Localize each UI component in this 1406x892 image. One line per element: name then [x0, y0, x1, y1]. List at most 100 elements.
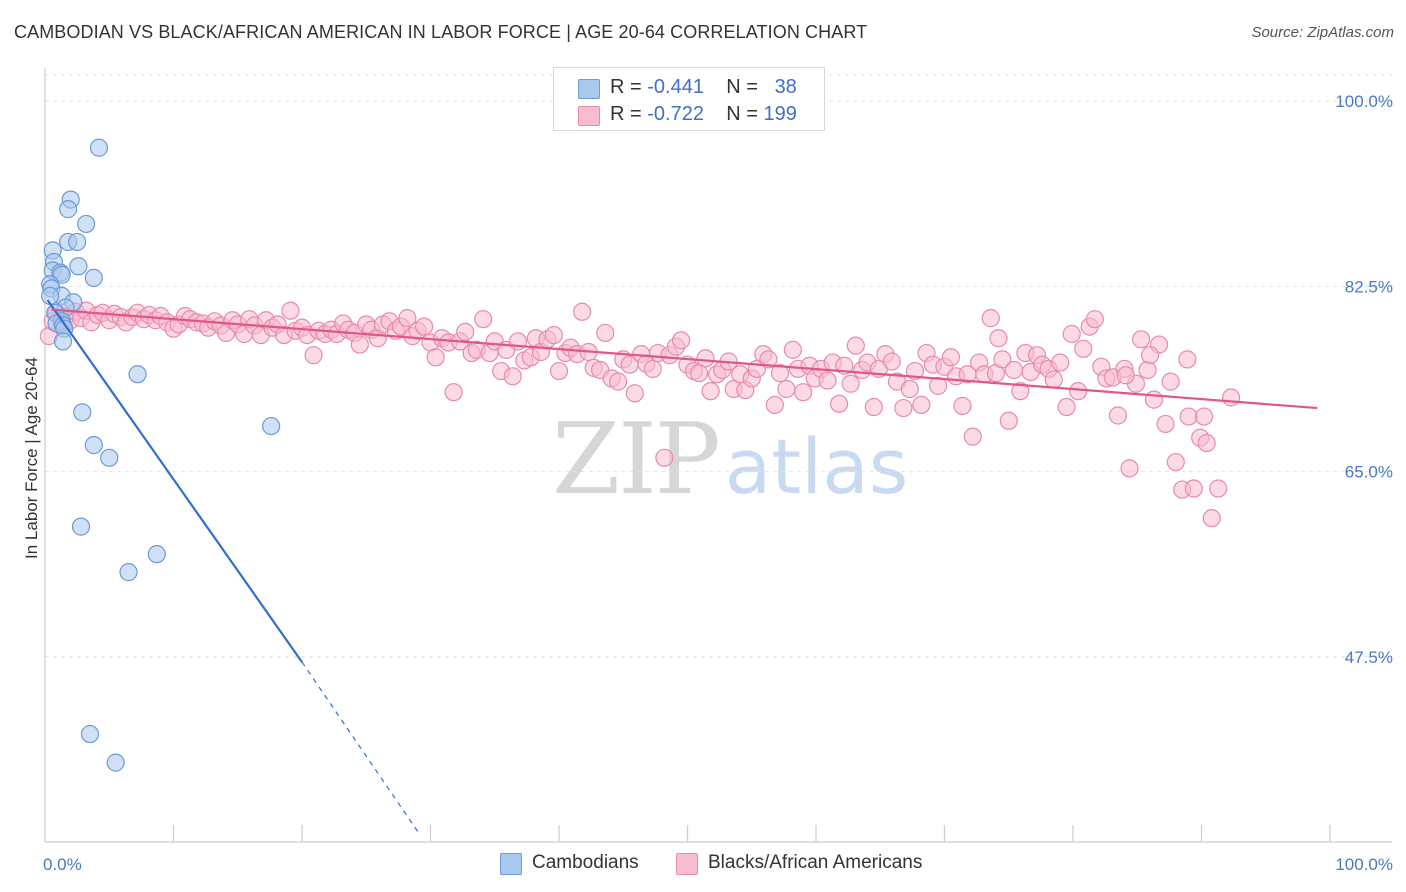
- data-point: [696, 349, 715, 368]
- data-point: [426, 348, 445, 367]
- data-point: [1069, 382, 1088, 401]
- legend-swatch-cambodians: [578, 79, 600, 99]
- data-point: [596, 323, 615, 343]
- series-blacks-african-americans: [39, 301, 1241, 528]
- data-point: [1132, 330, 1151, 349]
- legend-label-cambodians: Cambodians: [532, 852, 639, 873]
- data-point: [119, 563, 138, 582]
- data-point: [759, 350, 778, 369]
- y-axis-label: In Labor Force | Age 20-64: [22, 357, 41, 559]
- correlation-legend: R = -0.441 N = 38 R = -0.722 N = 199: [553, 67, 825, 131]
- data-point: [941, 348, 961, 367]
- data-point: [912, 395, 931, 415]
- data-point: [1156, 414, 1175, 434]
- data-point: [68, 232, 87, 252]
- legend-n-label: N =: [726, 103, 758, 125]
- data-point: [1051, 353, 1070, 372]
- data-point: [1144, 390, 1164, 409]
- data-point: [71, 517, 91, 536]
- data-point: [882, 352, 901, 371]
- data-point: [1161, 372, 1180, 391]
- trend-line-cambodians: [46, 299, 303, 663]
- data-point: [147, 545, 166, 564]
- data-point: [928, 376, 948, 395]
- data-point: [643, 359, 662, 379]
- legend-swatch-cambodians: [500, 853, 522, 875]
- data-point: [1108, 406, 1128, 425]
- data-point: [783, 340, 802, 359]
- trend-line-cambodians-extension: [301, 661, 419, 832]
- legend-label-blacks: Blacks/African Americans: [708, 852, 923, 873]
- tick-labels: 100.0% 82.5% 65.0% 47.5% 0.0% 100.0%: [43, 92, 1393, 874]
- data-point: [953, 396, 972, 416]
- data-point: [444, 383, 463, 402]
- data-point: [671, 331, 691, 350]
- data-point: [128, 365, 147, 384]
- y-tick-label: 65.0%: [1345, 463, 1393, 482]
- data-point: [106, 753, 125, 772]
- y-tick-label: 47.5%: [1345, 648, 1393, 667]
- y-tick-label: 82.5%: [1345, 277, 1393, 296]
- trend-lines: [46, 299, 1318, 832]
- x-tick-label-max: 100.0%: [1335, 855, 1393, 874]
- chart-title: CAMBODIAN VS BLACK/AFRICAN AMERICAN IN L…: [14, 22, 868, 42]
- data-point: [1221, 388, 1241, 407]
- data-point: [993, 350, 1012, 369]
- data-point: [1184, 479, 1203, 498]
- data-point: [59, 200, 78, 219]
- legend-r-value: -0.722: [647, 103, 704, 125]
- data-point: [765, 395, 784, 415]
- data-point: [841, 374, 860, 393]
- legend-n-value: 199: [763, 103, 797, 125]
- data-point: [41, 286, 60, 305]
- data-point: [456, 322, 475, 341]
- data-point: [73, 403, 92, 422]
- data-point: [80, 724, 100, 744]
- y-tick-label: 100.0%: [1335, 92, 1393, 111]
- series-legend: Cambodians Blacks/African Americans: [0, 851, 1406, 881]
- x-tick-label-min: 0.0%: [43, 855, 82, 874]
- data-point: [281, 301, 300, 320]
- data-point: [770, 364, 790, 383]
- data-point: [69, 257, 88, 276]
- data-point: [846, 336, 865, 355]
- data-point: [1202, 509, 1221, 528]
- data-point: [549, 361, 569, 381]
- data-point: [414, 317, 434, 336]
- data-point: [981, 309, 1000, 328]
- data-point: [1166, 452, 1185, 472]
- data-point: [53, 332, 73, 351]
- series-cambodians: [41, 138, 281, 772]
- data-point: [350, 335, 369, 354]
- axes: [44, 68, 1392, 843]
- data-point: [905, 361, 925, 381]
- data-point: [84, 436, 103, 455]
- data-point: [794, 383, 813, 402]
- data-point: [77, 214, 96, 234]
- data-point: [573, 302, 592, 321]
- data-point: [1209, 479, 1228, 498]
- data-point: [503, 367, 522, 386]
- data-point: [1116, 366, 1135, 385]
- data-point: [701, 382, 720, 401]
- data-point: [625, 384, 644, 403]
- data-point: [1011, 382, 1030, 401]
- legend-swatch-blacks: [578, 106, 600, 126]
- legend-r-value: -0.441: [647, 76, 704, 98]
- data-point: [655, 448, 674, 467]
- data-point: [777, 379, 796, 399]
- data-point: [609, 372, 628, 391]
- legend-r-label: R =: [610, 76, 642, 98]
- data-point: [1120, 459, 1139, 478]
- data-point: [1179, 407, 1198, 426]
- data-point: [963, 427, 982, 446]
- data-point: [1044, 370, 1063, 389]
- watermark-zip: ZIP: [552, 403, 721, 517]
- data-point: [398, 309, 417, 328]
- legend-n-label: N =: [726, 76, 758, 98]
- data-point: [1178, 350, 1197, 369]
- data-point: [262, 416, 281, 436]
- trend-line-blacks: [51, 308, 1318, 410]
- data-point: [544, 325, 563, 345]
